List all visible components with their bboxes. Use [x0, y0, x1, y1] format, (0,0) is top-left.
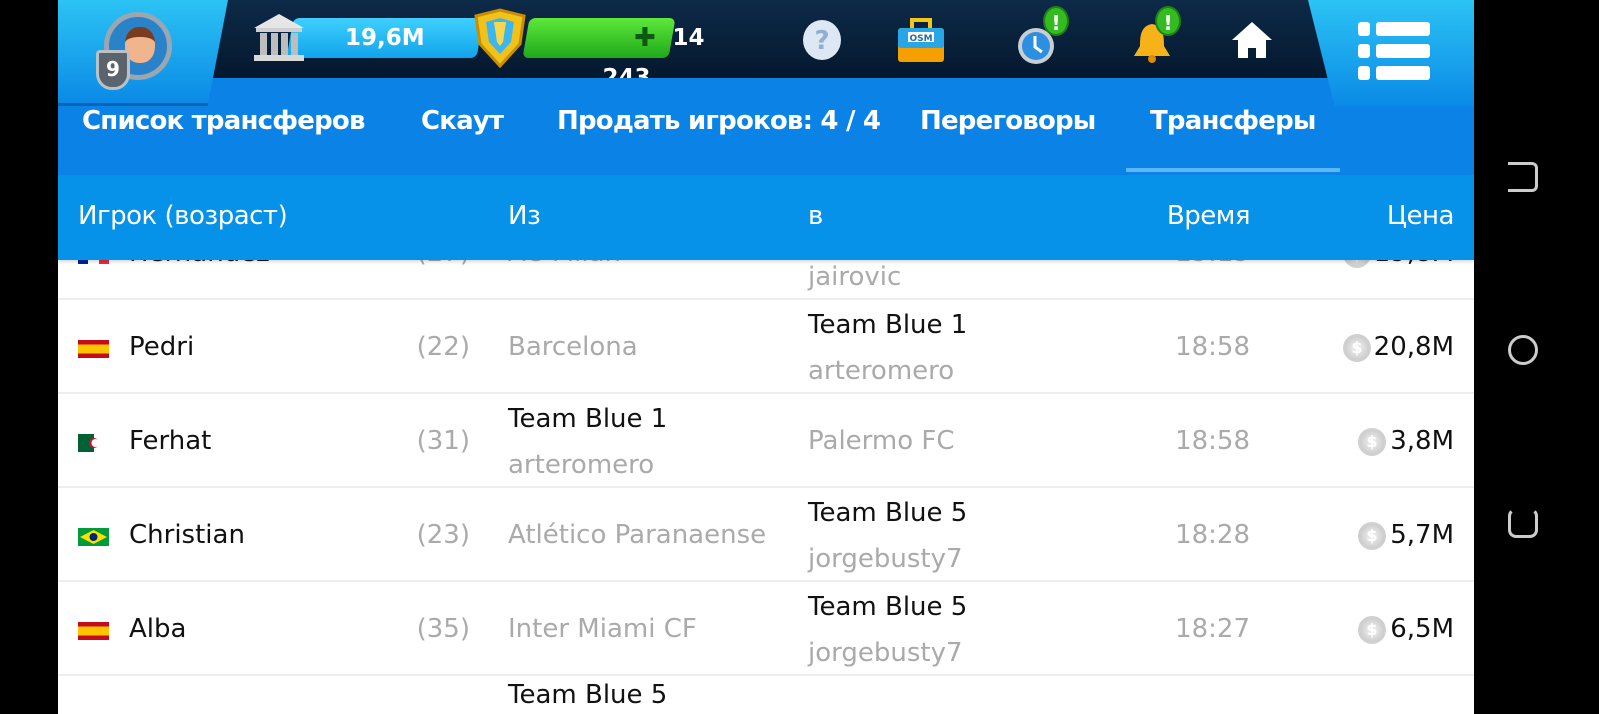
- top-bar: 19,6M 14 243 ✚ ? OSM ! !: [58, 0, 1474, 91]
- column-time[interactable]: Время: [1166, 201, 1251, 231]
- player-age: (27): [417, 260, 470, 268]
- menu-icon: [1358, 22, 1430, 84]
- flag-brazil-icon: [78, 528, 109, 546]
- menu-button[interactable]: [1308, 0, 1474, 106]
- to-club: Team Blue 5: [808, 498, 968, 528]
- osm-shop-icon[interactable]: OSM: [896, 18, 946, 62]
- table-row[interactable]: Pedri (22) Barcelona Team Blue 1 arteromero 1…: [58, 300, 1474, 394]
- transfer-time: 19:19: [1175, 260, 1250, 268]
- from-manager: arteromero: [508, 450, 655, 480]
- player-name: Christian: [129, 520, 245, 550]
- table-row[interactable]: Team Blue 5: [58, 676, 1474, 714]
- to-manager: arteromero: [808, 356, 955, 386]
- home-nav-icon[interactable]: [1508, 335, 1538, 365]
- tab-transfers[interactable]: Трансферы: [1126, 106, 1340, 172]
- transfer-price: 19,8M: [1374, 260, 1454, 268]
- android-nav-bar: [1474, 0, 1599, 714]
- player-name: Pedri: [129, 332, 195, 362]
- svg-text:OSM: OSM: [909, 34, 932, 44]
- to-club: Team Blue 1: [808, 310, 968, 340]
- from-club: Team Blue 5: [508, 680, 668, 710]
- app: 19,6M 14 243 ✚ ? OSM ! ! 9 Список трансф…: [58, 0, 1474, 714]
- home-icon[interactable]: [1230, 20, 1274, 64]
- to-club: Team Blue 5: [808, 592, 968, 622]
- table-row[interactable]: Ferhat (31) Team Blue 1 arteromero Palermo F…: [58, 394, 1474, 488]
- bank-icon: [250, 12, 308, 62]
- coin-icon: $: [1358, 522, 1386, 550]
- table-header: Игрок (возраст) Из в Время Цена: [58, 175, 1474, 260]
- coin-icon: $: [1343, 260, 1371, 268]
- from-club: Atlético Paranaense: [508, 520, 767, 550]
- level-badge: 9: [96, 50, 130, 90]
- tab-bar: Список трансферов Скаут Продать игроков:…: [58, 78, 1474, 175]
- from-club: Team Blue 1: [508, 404, 668, 434]
- tab-scout[interactable]: Скаут: [421, 106, 504, 136]
- to-manager: jorgebusty7: [808, 544, 963, 574]
- help-icon[interactable]: ?: [800, 18, 844, 62]
- to-club: Palermo FC: [808, 426, 955, 456]
- transfer-time: 18:58: [1175, 426, 1250, 456]
- to-manager: jorgebusty7: [808, 638, 963, 668]
- player-age: (23): [416, 520, 470, 550]
- bell-alert-badge: !: [1155, 6, 1181, 36]
- player-name: Alba: [129, 614, 187, 644]
- tab-negotiations[interactable]: Переговоры: [920, 106, 1096, 136]
- add-coins-icon[interactable]: ✚: [634, 23, 656, 53]
- player-name: Ferhat: [129, 426, 212, 456]
- flag-spain-icon: [78, 622, 109, 640]
- transfer-time: 18:58: [1175, 332, 1250, 362]
- svg-text:?: ?: [814, 26, 829, 56]
- transfer-price: 20,8M: [1373, 332, 1454, 362]
- transfer-time: 18:28: [1175, 520, 1250, 550]
- table-row[interactable]: Christian (23) Atlético Paranaense Team Blu…: [58, 488, 1474, 582]
- avatar[interactable]: [104, 12, 172, 80]
- profile-panel[interactable]: 9: [58, 0, 228, 106]
- transfer-list[interactable]: Hernandez(27)AC Milanjairovic19:1919,8M$…: [58, 260, 1474, 714]
- player-age: (31): [416, 426, 470, 456]
- table-row[interactable]: Alba (35) Inter Miami CF Team Blue 5 jorgebu…: [58, 582, 1474, 676]
- money-balance[interactable]: 19,6M: [286, 18, 484, 58]
- column-price[interactable]: Цена: [1386, 201, 1455, 231]
- column-player[interactable]: Игрок (возраст): [78, 201, 288, 231]
- to-manager: jairovic: [808, 262, 902, 292]
- coin-icon: $: [1358, 616, 1386, 644]
- table-row[interactable]: Hernandez (27) AC Milan jairovic 19:19 19,8M$: [58, 260, 1474, 300]
- player-age: (35): [416, 614, 470, 644]
- tab-transfer-list[interactable]: Список трансферов: [82, 106, 365, 136]
- transfer-price: 5,7M: [1390, 520, 1454, 550]
- from-club: Barcelona: [508, 332, 638, 362]
- recent-apps-icon[interactable]: [1508, 162, 1538, 192]
- flag-france-icon: [78, 260, 109, 264]
- tab-sell-players[interactable]: Продать игроков: 4 / 4: [557, 106, 881, 136]
- player-age: (22): [416, 332, 470, 362]
- flag-spain-icon: [78, 340, 109, 358]
- coin-icon: $: [1343, 334, 1371, 362]
- money-value: 19,6M: [345, 25, 425, 51]
- coin-icon: $: [1358, 428, 1386, 456]
- shield-coin-icon: [470, 8, 530, 69]
- player-name: Hernandez: [129, 260, 270, 268]
- transfer-time: 18:27: [1175, 614, 1250, 644]
- column-from[interactable]: Из: [508, 201, 541, 231]
- column-to[interactable]: в: [808, 201, 823, 231]
- stopwatch-alert-badge: !: [1043, 6, 1069, 36]
- transfer-price: 6,5M: [1390, 614, 1454, 644]
- from-club: AC Milan: [508, 260, 621, 268]
- stopwatch-icon[interactable]: [1016, 22, 1060, 66]
- back-icon[interactable]: [1508, 508, 1538, 538]
- flag-algeria-icon: [78, 434, 109, 452]
- transfer-price: 3,8M: [1390, 426, 1454, 456]
- from-club: Inter Miami CF: [508, 614, 697, 644]
